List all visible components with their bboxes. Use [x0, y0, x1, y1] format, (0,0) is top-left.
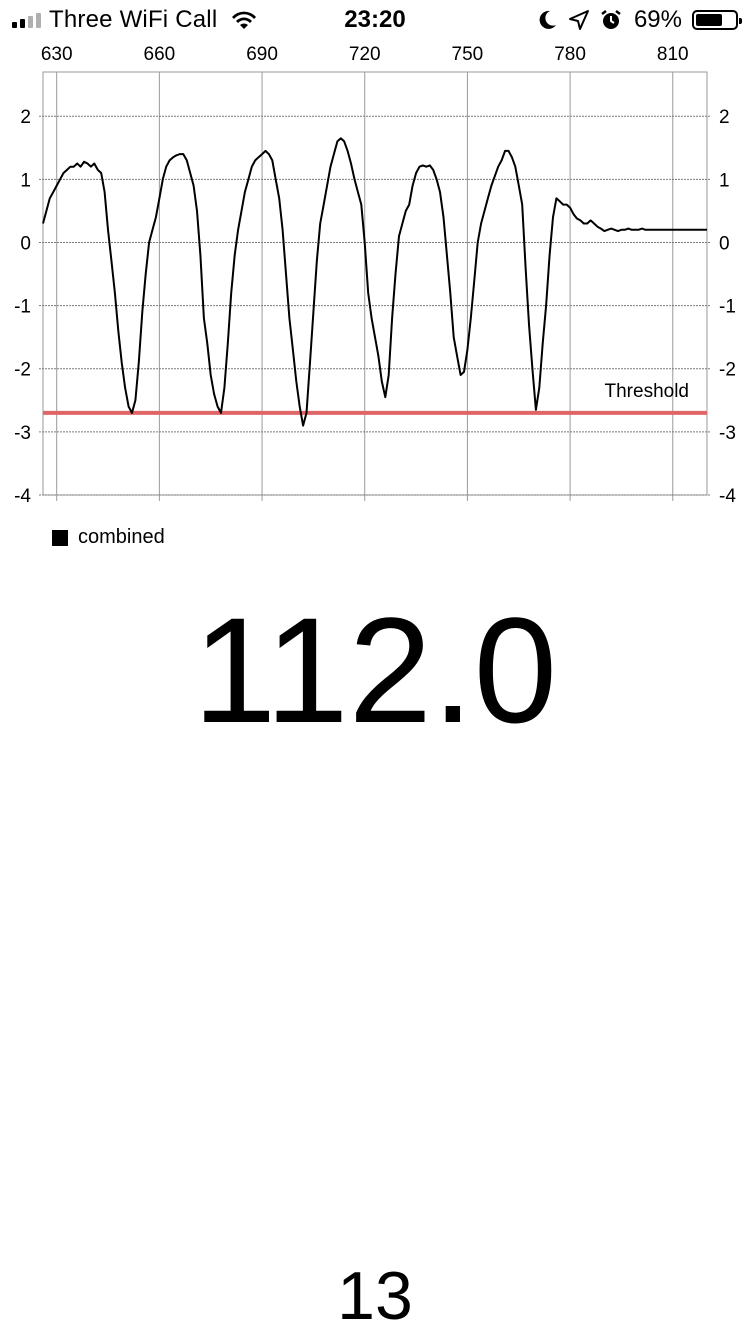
y-tick-label-left: 2 — [20, 107, 31, 128]
y-tick-label-left: 0 — [20, 233, 31, 254]
y-tick-label-right: 0 — [719, 233, 730, 254]
battery-icon — [692, 10, 742, 30]
y-tick-label-right: -1 — [719, 297, 736, 318]
status-bar-time: 23:20 — [344, 6, 406, 33]
status-bar-right: 69% — [538, 6, 742, 34]
x-tick-label: 750 — [452, 44, 484, 65]
y-tick-label-left: -3 — [14, 423, 31, 444]
y-tick-label-left: -1 — [14, 297, 31, 318]
moon-icon — [539, 10, 556, 29]
y-tick-label-left: -2 — [14, 360, 31, 381]
signal-bar — [12, 22, 17, 28]
wifi-icon — [232, 11, 257, 29]
y-tick-label-right: 2 — [719, 107, 730, 128]
alarm-clock-icon — [601, 10, 621, 29]
y-tick-label-right: -4 — [719, 486, 736, 507]
signal-bar — [20, 19, 25, 28]
signal-bar — [36, 13, 41, 28]
battery-cap — [739, 18, 742, 24]
y-tick-label-right: 1 — [719, 170, 730, 191]
x-tick-label: 720 — [349, 44, 381, 65]
y-tick-label-left: -4 — [14, 486, 31, 507]
main-readout-value: 112.0 — [192, 586, 558, 754]
y-tick-label-right: -3 — [719, 423, 736, 444]
x-tick-label: 810 — [657, 44, 689, 65]
signal-strength-icon — [12, 12, 41, 28]
status-bar: Three WiFi Call 23:20 69% — [0, 0, 750, 40]
battery-level-fill — [696, 14, 722, 26]
threshold-label: Threshold — [605, 381, 690, 402]
count-readout-value: 13 — [337, 1258, 413, 1334]
status-bar-left: Three WiFi Call — [12, 6, 259, 34]
chart-legend: combined — [52, 526, 165, 549]
y-tick-label-left: 1 — [20, 170, 31, 191]
carrier-name: Three WiFi Call — [49, 6, 218, 33]
signal-bar — [28, 16, 33, 28]
legend-label-combined: combined — [78, 526, 165, 548]
series-line-combined — [42, 137, 707, 427]
line-chart: 630 660 690 720 750 780 810 2 2 1 1 0 0 -1 -1 -2 -2 -3 -3 -… — [14, 44, 736, 507]
x-tick-label: 690 — [246, 44, 278, 65]
x-tick-label: 780 — [554, 44, 586, 65]
location-arrow-icon — [568, 10, 589, 30]
x-tick-label: 630 — [41, 44, 73, 65]
x-tick-label: 660 — [144, 44, 176, 65]
legend-swatch-combined — [52, 529, 68, 546]
y-tick-label-right: -2 — [719, 360, 736, 381]
battery-percentage: 69% — [633, 6, 682, 33]
